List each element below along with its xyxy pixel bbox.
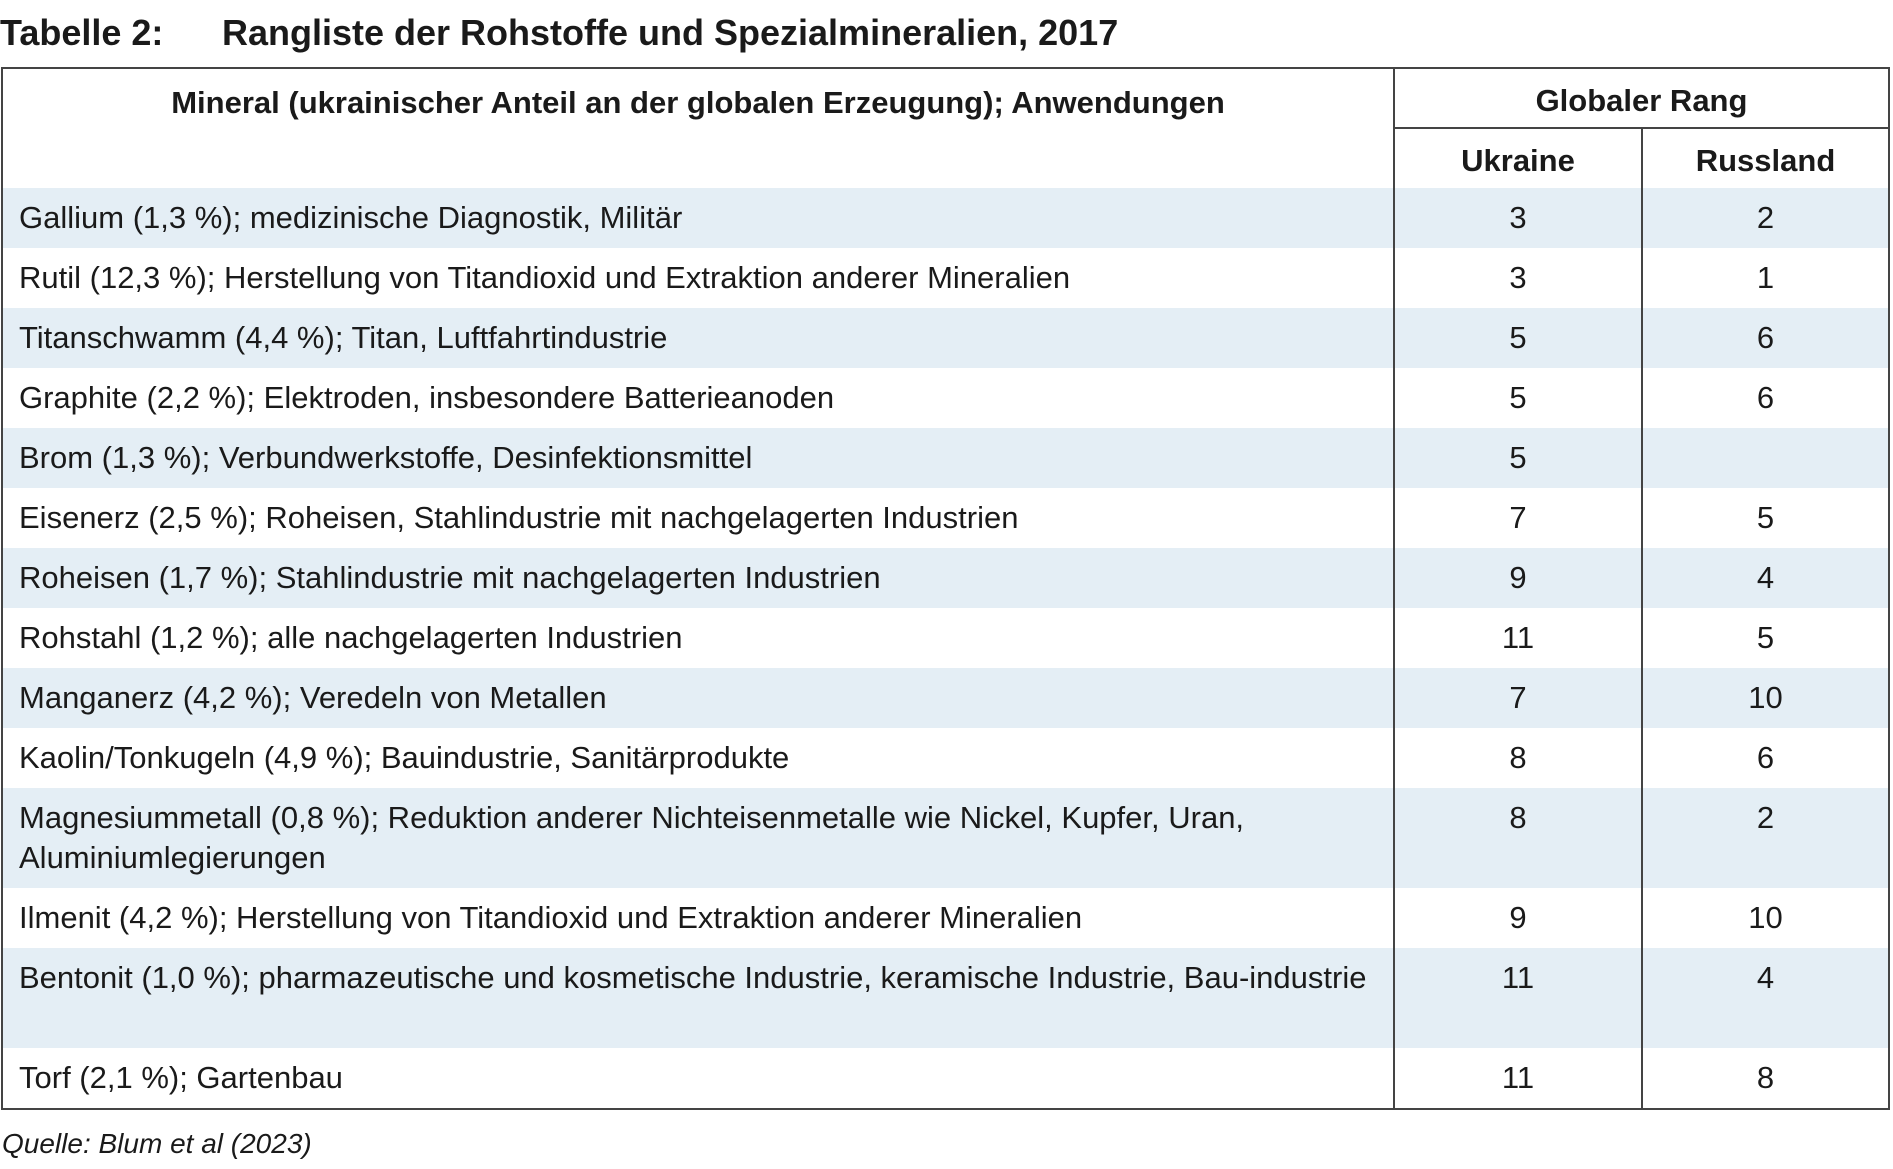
russia-rank-cell: 6 [1642, 308, 1889, 368]
russia-rank-cell [1642, 428, 1889, 488]
table-row: Kaolin/Tonkugeln (4,9 %); Bauindustrie, … [2, 728, 1889, 788]
russia-rank-cell: 1 [1756, 260, 1775, 295]
russia-rank-cell: 6 [1756, 380, 1775, 415]
mineral-cell: Titanschwamm (4,4 %); Titan, Luftfahrtin… [2, 308, 1395, 368]
russia-rank-cell: 10 [1748, 900, 1783, 935]
header-ukraine: Ukraine [1394, 128, 1643, 188]
ranking-table-container: Mineral (ukrainischer Anteil an der glob… [1, 67, 1890, 1110]
russia-rank-cell: 10 [1642, 668, 1889, 728]
ukraine-rank-cell: 7 [1394, 488, 1643, 548]
russia-rank-cell: 5 [1756, 500, 1775, 535]
table-row: Rohstahl (1,2 %); alle nachgelagerten In… [2, 608, 1889, 668]
mineral-cell: Graphite (2,2 %); Elektroden, insbesonde… [2, 368, 1395, 428]
mineral-cell: Gallium (1,3 %); medizinische Diagnostik… [2, 188, 1395, 248]
russia-rank-cell: 8 [1756, 1060, 1775, 1095]
mineral-cell: Manganerz (4,2 %); Veredeln von Metallen [2, 668, 1395, 728]
ukraine-rank-cell: 9 [1394, 548, 1643, 608]
russia-rank-cell: 2 [1642, 188, 1889, 248]
ukraine-rank-cell: 5 [1394, 308, 1643, 368]
table-title: Tabelle 2: Rangliste der Rohstoffe und S… [0, 8, 1118, 58]
table-row: Rutil (12,3 %); Herstellung von Titandio… [2, 248, 1889, 308]
russia-rank-cell: 4 [1642, 548, 1889, 608]
header-mineral: Mineral (ukrainischer Anteil an der glob… [2, 68, 1395, 188]
table-row: Eisenerz (2,5 %); Roheisen, Stahlindustr… [2, 488, 1889, 548]
table-title-text: Rangliste der Rohstoffe und Spezialminer… [222, 12, 1119, 53]
table-row: Torf (2,1 %); Gartenbau 11 8 [2, 1048, 1889, 1109]
russia-rank-cell: 2 [1642, 788, 1889, 888]
ukraine-rank-cell: 11 [1394, 608, 1643, 668]
ukraine-rank-cell: 3 [1394, 248, 1643, 308]
mineral-cell: Eisenerz (2,5 %); Roheisen, Stahlindustr… [2, 488, 1395, 548]
mineral-cell: Rutil (12,3 %); Herstellung von Titandio… [2, 248, 1395, 308]
ukraine-rank-cell: 3 [1394, 188, 1643, 248]
table-row: Manganerz (4,2 %); Veredeln von Metallen… [2, 668, 1889, 728]
ukraine-rank-cell: 8 [1394, 728, 1643, 788]
table-row: Graphite (2,2 %); Elektroden, insbesonde… [2, 368, 1889, 428]
table-row: Titanschwamm (4,4 %); Titan, Luftfahrtin… [2, 308, 1889, 368]
ukraine-rank-cell: 5 [1394, 428, 1643, 488]
russia-rank-cell: 6 [1756, 740, 1775, 775]
header-global-rank: Globaler Rang [1394, 68, 1889, 129]
ukraine-rank-cell: 11 [1394, 948, 1643, 1048]
source-note: Quelle: Blum et al (2023) [2, 1128, 312, 1159]
mineral-cell: Bentonit (1,0 %); pharmazeutische und ko… [2, 948, 1395, 1048]
mineral-cell: Torf (2,1 %); Gartenbau [2, 1048, 1395, 1109]
table-row: Magnesiummetall (0,8 %); Reduktion ander… [2, 788, 1889, 888]
ukraine-rank-cell: 7 [1394, 668, 1643, 728]
table-title-label: Tabelle 2: [0, 12, 164, 53]
table-row: Brom (1,3 %); Verbundwerkstoffe, Desinfe… [2, 428, 1889, 488]
russia-rank-cell: 5 [1756, 620, 1775, 655]
mineral-cell: Rohstahl (1,2 %); alle nachgelagerten In… [2, 608, 1395, 668]
ukraine-rank-cell: 8 [1394, 788, 1643, 888]
mineral-cell: Kaolin/Tonkugeln (4,9 %); Bauindustrie, … [2, 728, 1395, 788]
mineral-cell: Brom (1,3 %); Verbundwerkstoffe, Desinfe… [2, 428, 1395, 488]
ukraine-rank-cell: 11 [1394, 1048, 1643, 1109]
mineral-cell: Ilmenit (4,2 %); Herstellung von Titandi… [2, 888, 1395, 948]
table-row: Ilmenit (4,2 %); Herstellung von Titandi… [2, 888, 1889, 948]
mineral-cell: Roheisen (1,7 %); Stahlindustrie mit nac… [2, 548, 1395, 608]
ukraine-rank-cell: 9 [1394, 888, 1643, 948]
header-russia: Russland [1642, 128, 1889, 188]
russia-rank-cell: 4 [1642, 948, 1889, 1048]
ranking-table: Mineral (ukrainischer Anteil an der glob… [1, 67, 1890, 1110]
mineral-cell: Magnesiummetall (0,8 %); Reduktion ander… [2, 788, 1395, 888]
table-row: Bentonit (1,0 %); pharmazeutische und ko… [2, 948, 1889, 1048]
table-row: Roheisen (1,7 %); Stahlindustrie mit nac… [2, 548, 1889, 608]
ukraine-rank-cell: 5 [1394, 368, 1643, 428]
table-row: Gallium (1,3 %); medizinische Diagnostik… [2, 188, 1889, 248]
